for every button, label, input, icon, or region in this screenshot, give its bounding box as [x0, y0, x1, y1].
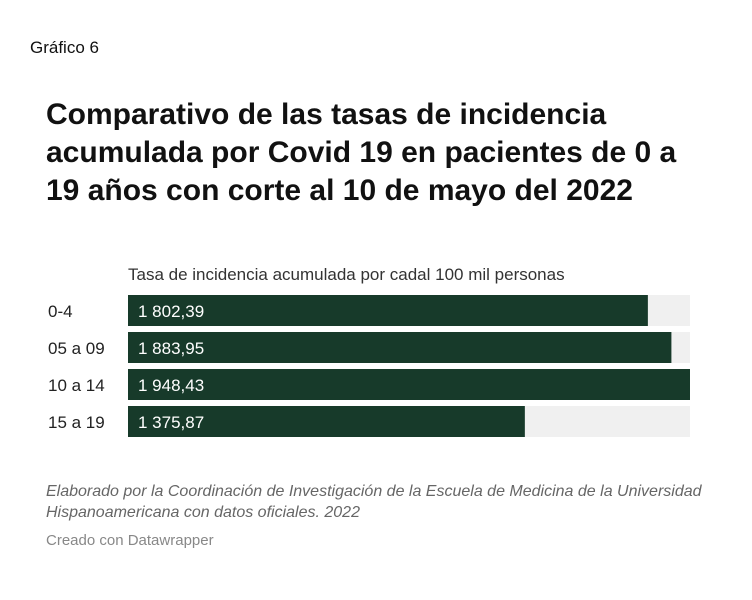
value-label: 1 948,43	[138, 376, 204, 395]
chart-title: Comparativo de las tasas de incidencia a…	[46, 98, 677, 207]
bar-3	[128, 406, 525, 437]
value-label: 1 802,39	[138, 302, 204, 321]
value-label: 1 375,87	[138, 413, 204, 432]
source-note: Elaborado por la Coordinación de Investi…	[46, 483, 702, 521]
value-label: 1 883,95	[138, 339, 204, 358]
category-label: 0-4	[48, 302, 73, 321]
bar-1	[128, 332, 672, 363]
category-label: 05 a 09	[48, 339, 105, 358]
chart-subtitle: Tasa de incidencia acumulada por cadal 1…	[128, 265, 565, 284]
bar-2	[128, 369, 690, 400]
credit-link[interactable]: Creado con Datawrapper	[46, 532, 214, 549]
figure-label: Gráfico 6	[30, 38, 99, 57]
category-label: 10 a 14	[48, 376, 105, 395]
category-label: 15 a 19	[48, 413, 105, 432]
bar-0	[128, 295, 648, 326]
